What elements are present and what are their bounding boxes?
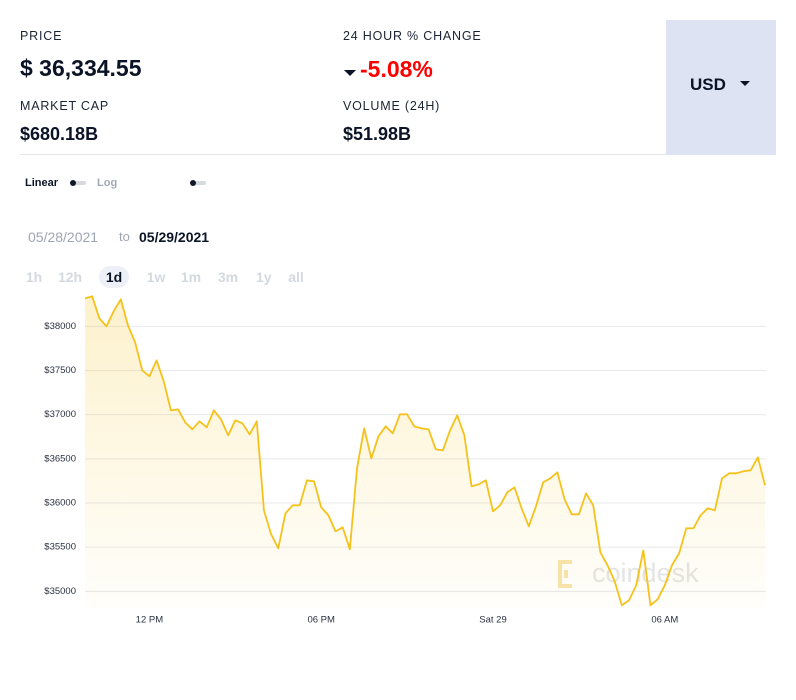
y-tick-label: $37500 [44, 365, 76, 376]
y-tick-label: $37000 [44, 409, 76, 420]
area [85, 296, 765, 609]
x-tick-label: Sat 29 [479, 615, 506, 626]
range-button[interactable]: 12h [57, 269, 83, 285]
range-button[interactable]: 3m [217, 269, 239, 285]
down-arrow [344, 70, 356, 76]
toggle[interactable] [190, 180, 206, 186]
toggle-knob [190, 180, 196, 186]
range-button[interactable]: 1d [99, 266, 129, 288]
range-button[interactable]: all [288, 269, 304, 285]
price: $ 36,334.55 [20, 55, 142, 81]
range-button[interactable]: 1h [25, 269, 43, 285]
y-tick-label: $36500 [44, 453, 76, 464]
scale-linear[interactable]: Linear [25, 177, 59, 189]
scale-log[interactable]: Log [97, 177, 118, 189]
change-label: 24 HOUR % CHANGE [343, 29, 482, 43]
y-tick-label: $35500 [44, 542, 76, 553]
volume-label: VOLUME (24H) [343, 99, 441, 113]
line [84, 295, 766, 607]
scale-toggle[interactable] [70, 180, 86, 186]
x-tick-label: 06 AM [651, 615, 678, 626]
currency: USD [690, 75, 726, 94]
y-tick-label: $38000 [44, 321, 76, 332]
y-tick-label: $36000 [44, 498, 76, 509]
range-button[interactable]: 1y [256, 269, 272, 285]
change: -5.08% [360, 56, 433, 82]
currency-select[interactable]: USD [666, 20, 776, 155]
market-cap-label: MARKET CAP [20, 99, 110, 113]
date-separator: to [119, 229, 130, 244]
market-cap: $680.18B [20, 124, 99, 144]
y-tick-label: $35000 [44, 586, 76, 597]
price-label: PRICE [20, 29, 63, 43]
caret [740, 81, 750, 86]
range-button[interactable]: 1m [180, 269, 202, 285]
date-from[interactable]: 05/28/2021 [28, 229, 99, 245]
range-button[interactable]: 1w [146, 269, 166, 285]
divider [20, 154, 666, 155]
toggle-knob [70, 180, 76, 186]
volume: $51.98B [343, 124, 412, 144]
x-tick-label: 12 PM [136, 615, 164, 626]
x-tick-label: 06 PM [307, 615, 335, 626]
date-to[interactable]: 05/29/2021 [139, 229, 210, 245]
